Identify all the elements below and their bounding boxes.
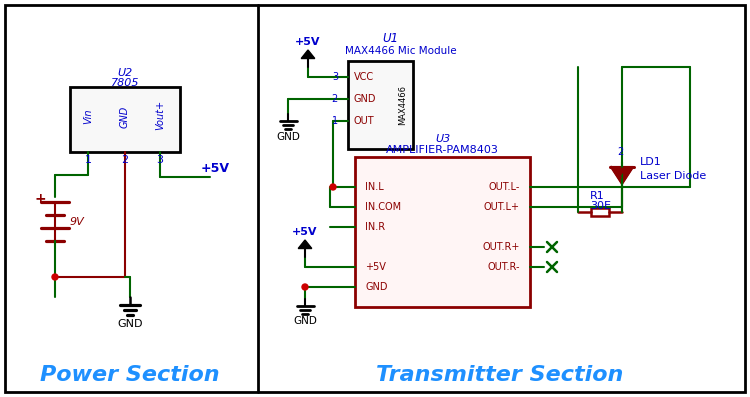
Text: LD1: LD1 <box>640 157 662 167</box>
Text: VCC: VCC <box>354 72 374 82</box>
Text: 2: 2 <box>616 147 623 157</box>
Text: 3: 3 <box>332 72 338 82</box>
Bar <box>355 157 530 307</box>
Text: OUT: OUT <box>354 116 375 126</box>
Text: +5V: +5V <box>296 37 321 47</box>
Text: U1: U1 <box>382 33 398 46</box>
Text: 7805: 7805 <box>111 78 140 88</box>
Text: IN.COM: IN.COM <box>365 202 401 212</box>
Text: U2: U2 <box>117 68 133 78</box>
Text: 9V: 9V <box>70 217 85 227</box>
Text: OUT.R-: OUT.R- <box>488 262 520 272</box>
Polygon shape <box>298 240 312 249</box>
Text: OUT.L-: OUT.L- <box>489 182 520 192</box>
Circle shape <box>52 274 58 280</box>
Text: AMPLIFIER-PAM8403: AMPLIFIER-PAM8403 <box>386 145 499 155</box>
Bar <box>591 208 609 216</box>
Text: GND: GND <box>293 316 317 326</box>
Polygon shape <box>611 167 633 184</box>
Text: IN.R: IN.R <box>365 222 386 232</box>
Text: R1: R1 <box>590 191 604 201</box>
Text: U3: U3 <box>435 134 450 144</box>
Text: OUT.R+: OUT.R+ <box>483 242 520 252</box>
Text: 1: 1 <box>85 155 92 165</box>
Text: MAX4466 Mic Module: MAX4466 Mic Module <box>345 46 456 56</box>
Text: 2: 2 <box>122 155 128 165</box>
Text: 2: 2 <box>332 94 338 104</box>
Text: Transmitter Section: Transmitter Section <box>376 365 624 385</box>
Text: 30E: 30E <box>590 201 611 211</box>
Text: Power Section: Power Section <box>40 365 220 385</box>
Text: +5V: +5V <box>200 162 230 175</box>
Circle shape <box>330 184 336 190</box>
Text: Vout+: Vout+ <box>155 99 165 129</box>
Bar <box>70 87 180 152</box>
Polygon shape <box>302 50 315 58</box>
Text: OUT.L+: OUT.L+ <box>484 202 520 212</box>
Text: Laser Diode: Laser Diode <box>640 171 706 181</box>
Text: +: + <box>34 192 46 206</box>
Circle shape <box>302 284 308 290</box>
Text: GND: GND <box>365 282 388 292</box>
Text: MAX4466: MAX4466 <box>398 85 407 125</box>
Text: +5V: +5V <box>365 262 386 272</box>
Text: GND: GND <box>276 132 300 142</box>
Text: GND: GND <box>117 319 142 329</box>
Text: Vin: Vin <box>83 109 93 124</box>
Text: GND: GND <box>354 94 376 104</box>
Text: +5V: +5V <box>292 227 318 237</box>
Text: GND: GND <box>120 105 130 127</box>
Text: 1: 1 <box>332 116 338 126</box>
Text: 3: 3 <box>157 155 164 165</box>
Text: IN.L: IN.L <box>365 182 384 192</box>
Bar <box>348 61 413 149</box>
